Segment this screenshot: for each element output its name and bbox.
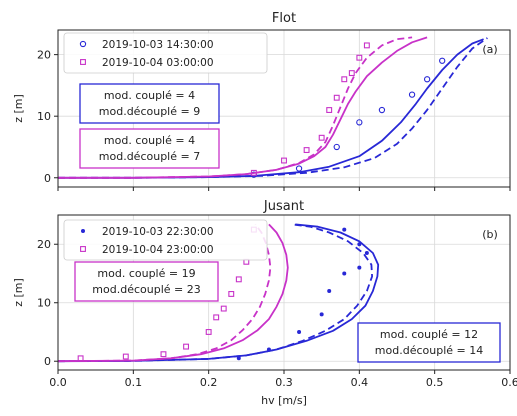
annotation-box: mod. couplé = 4 mod.découplé = 7: [79, 128, 220, 169]
annotation-frame: [357, 322, 501, 363]
y-tick-label: 10: [37, 297, 51, 310]
annotation-text: mod.découplé = 9: [99, 105, 200, 118]
legend-marker-square: [80, 246, 86, 252]
y-tick-label: 10: [37, 110, 51, 123]
chart-title: Jusant: [263, 199, 304, 214]
y-tick-label: 0: [44, 355, 51, 368]
y-axis-label: z [m]: [12, 94, 25, 123]
annotation-text: mod. couplé = 4: [104, 134, 195, 147]
data-point-circle: [295, 165, 303, 172]
legend-marker-circle: [79, 40, 87, 48]
data-point-square: [341, 76, 348, 83]
x-tick-label: 0.5: [426, 376, 444, 389]
annotation-text: mod.découplé = 14: [375, 344, 483, 357]
data-point-dot: [342, 271, 347, 276]
legend-label: 2019-10-03 22:30:00: [102, 226, 214, 238]
model-line-couple: [58, 223, 289, 363]
annotation-frame: [74, 261, 219, 302]
data-point-dot: [319, 312, 324, 317]
y-tick-label: 20: [37, 49, 51, 62]
x-tick-label: 0.0: [49, 376, 67, 389]
data-point-square: [348, 70, 355, 77]
model-line-decouple: [58, 36, 413, 179]
legend-marker-dot: [81, 229, 85, 233]
data-point-circle: [439, 57, 446, 64]
annotation-text: mod. couplé = 4: [104, 89, 195, 102]
x-axis-label: hv [m/s]: [261, 394, 307, 407]
panel-label: (b): [482, 228, 498, 241]
data-point-circle: [378, 106, 386, 114]
data-point-square: [333, 94, 340, 101]
panel-label: (a): [482, 43, 497, 56]
data-point-square: [303, 147, 310, 154]
data-point-square: [213, 314, 220, 321]
chart-title: Flot: [272, 11, 296, 26]
data-point-square: [326, 107, 333, 113]
y-axis-label: z [m]: [12, 278, 25, 307]
annotation-box: mod. couplé = 4 mod.découplé = 9: [79, 83, 220, 124]
data-point-square: [183, 343, 190, 350]
plot-series: [58, 223, 380, 363]
data-point-square: [205, 329, 212, 335]
model-line-decouple: [58, 37, 488, 179]
legend: 2019-10-03 22:30:00 2019-10-04 23:00:00: [63, 219, 268, 261]
data-point-dot: [364, 251, 369, 256]
legend-label: 2019-10-03 14:30:00: [102, 39, 214, 51]
legend-label: 2019-10-04 23:00:00: [102, 244, 214, 256]
data-point-dot: [327, 289, 332, 294]
data-point-circle: [333, 143, 340, 151]
x-tick-label: 0.3: [275, 376, 293, 389]
y-tick-label: 0: [44, 172, 51, 185]
annotation-text: mod.découplé = 23: [92, 283, 200, 296]
model-line-couple: [58, 36, 428, 179]
data-point-square: [235, 276, 242, 283]
annotation-text: mod. couplé = 12: [380, 328, 478, 341]
annotation-text: mod.découplé = 7: [99, 150, 200, 163]
legend-box: [63, 219, 268, 261]
plot-series: [58, 36, 488, 179]
data-point-dot: [236, 356, 241, 361]
data-point-square: [228, 291, 235, 297]
legend-marker-square: [80, 59, 86, 65]
data-point-dot: [342, 227, 347, 232]
model-line-couple: [58, 223, 380, 363]
y-tick-label: 20: [37, 238, 51, 251]
data-point-square: [122, 353, 129, 360]
data-point-square: [160, 351, 167, 358]
model-line-decouple: [58, 223, 373, 363]
annotation-text: mod. couplé = 19: [97, 267, 195, 280]
data-point-dot: [357, 265, 362, 270]
data-point-square: [363, 42, 370, 49]
data-point-square: [220, 305, 227, 312]
x-tick-label: 0.6: [501, 376, 517, 389]
data-point-square: [318, 134, 325, 141]
data-point-square: [356, 54, 363, 61]
legend-label: 2019-10-04 03:00:00: [102, 57, 214, 69]
legend: 2019-10-03 14:30:00 2019-10-04 03:00:00: [63, 32, 268, 74]
annotation-box: mod. couplé = 12 mod.découplé = 14: [357, 322, 501, 363]
annotation-box: mod. couplé = 19 mod.découplé = 23: [74, 261, 219, 302]
x-tick-label: 0.2: [200, 376, 218, 389]
chart-panel-jusant: 0 10 20 0.0 0.1 0.2 0.3 0.4 0.5 0.6 Jusant z [m] hv …: [12, 199, 517, 407]
data-point-circle: [408, 91, 416, 98]
data-point-dot: [297, 329, 302, 334]
x-tick-label: 0.4: [351, 376, 369, 389]
x-tick-label: 0.1: [125, 376, 143, 389]
annotation-frame: [79, 83, 220, 124]
data-point-square: [281, 157, 287, 164]
data-point-circle: [356, 119, 363, 126]
legend-box: [63, 32, 268, 74]
annotation-frame: [79, 128, 220, 169]
data-point-circle: [423, 76, 431, 83]
